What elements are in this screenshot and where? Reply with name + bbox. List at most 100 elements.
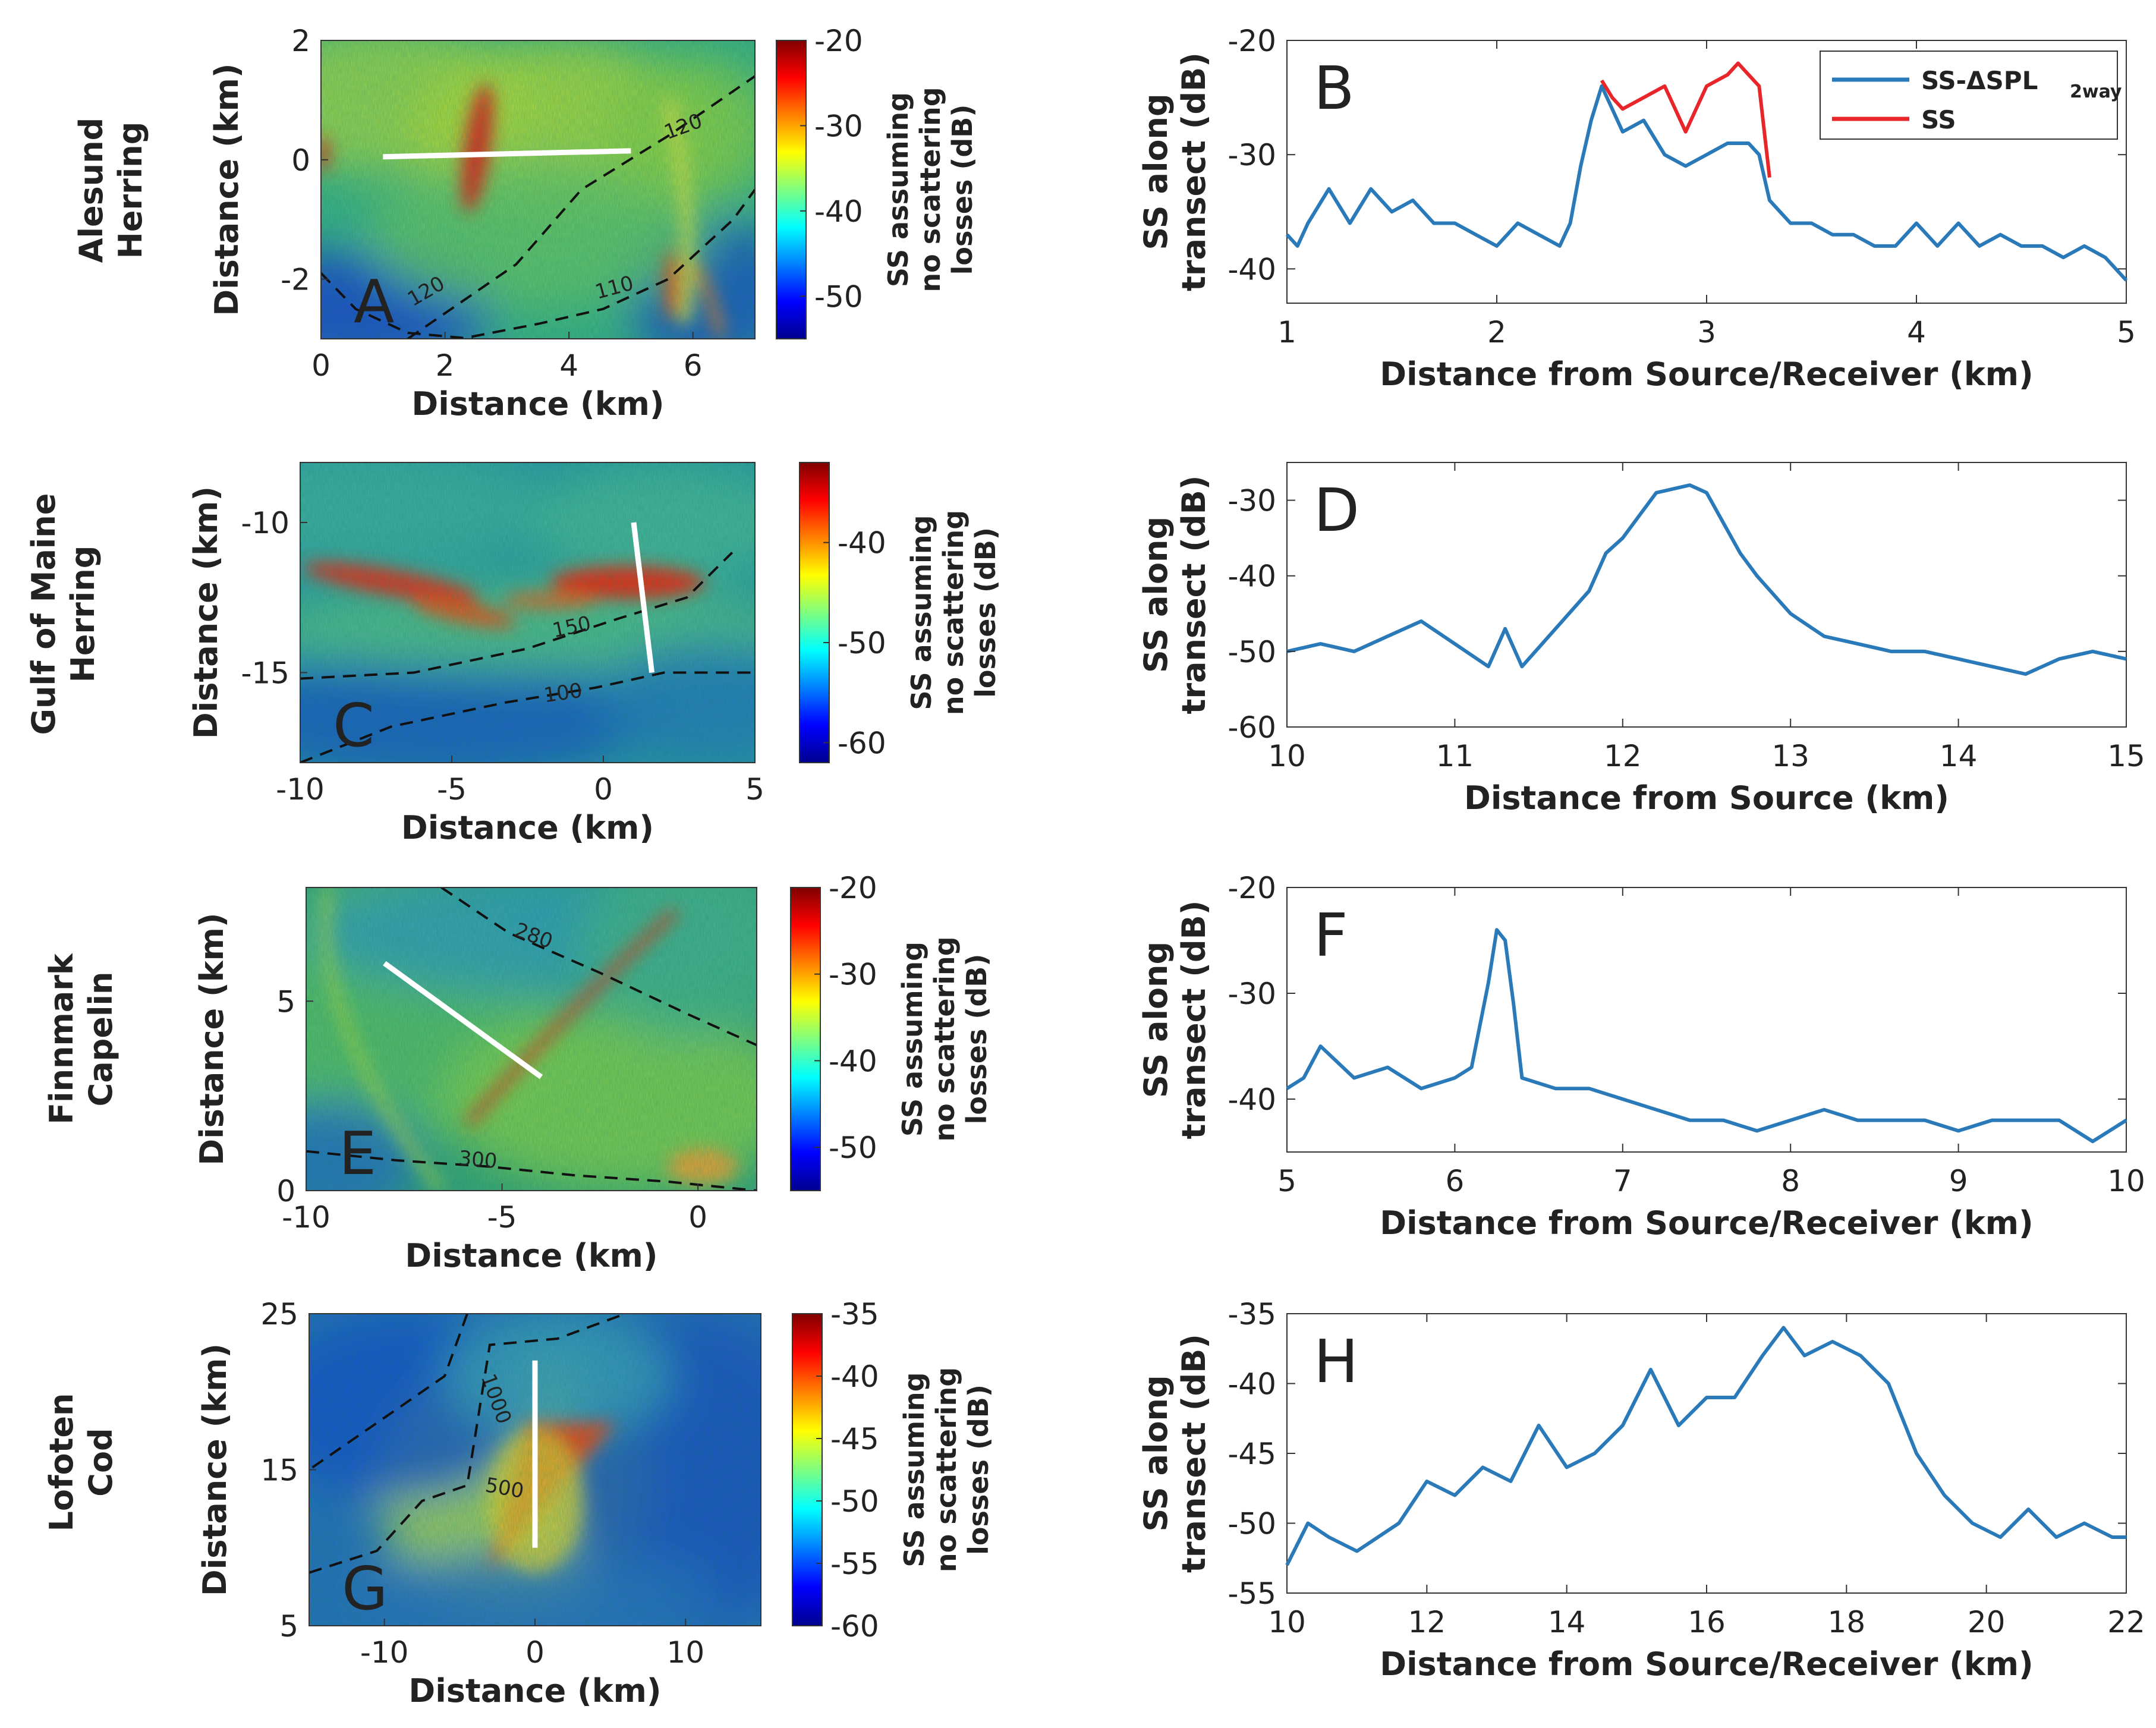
x-tick-label: 15 — [2107, 739, 2145, 773]
colorbar-label-line: no scattering — [929, 936, 961, 1141]
y-tick-label: -2 — [281, 263, 310, 297]
y-tick-label: 5 — [279, 1609, 298, 1644]
x-tick-label: 12 — [1408, 1605, 1446, 1639]
depth-contour — [321, 272, 473, 339]
x-tick-label: -10 — [282, 1200, 331, 1235]
series-line-0 — [1286, 483, 2127, 676]
colorbar-label-E: SS assuming no scattering losses (dB) — [896, 936, 993, 1141]
map-frame-A — [320, 40, 756, 339]
colorbar-label-line: no scattering — [937, 510, 970, 715]
x-tick-label: 2 — [436, 348, 455, 383]
y-tick-label: -60 — [1227, 710, 1276, 745]
colorbar-tick-label: -50 — [838, 626, 886, 660]
row-label-line: Herring — [112, 122, 149, 259]
x-tick-label: 10 — [667, 1635, 705, 1670]
x-tick-label: -10 — [360, 1635, 409, 1670]
y-tick-label: -20 — [1227, 24, 1276, 58]
plot-frame — [1286, 1313, 2127, 1594]
plot-frame — [1286, 887, 2127, 1153]
map-image-E — [306, 887, 757, 1191]
x-tick-label: 18 — [1828, 1605, 1866, 1639]
x-axis-label: Distance from Source (km) — [1464, 779, 1949, 817]
transect-line-A — [383, 148, 631, 160]
y-axis-label-line: SS along — [1137, 93, 1175, 250]
y-tick-label: -15 — [241, 656, 289, 691]
y-tick-label: -40 — [1227, 559, 1276, 594]
y-axis-label-line: transect (dB) — [1175, 52, 1213, 291]
x-axis-label: Distance (km) — [411, 385, 664, 423]
row-label-line: Herring — [64, 546, 102, 683]
x-tick-label: 1 — [1277, 315, 1296, 350]
y-axis-label: SS along transect (dB) — [1137, 901, 1213, 1140]
y-axis-label: SS along transect (dB) — [1137, 52, 1213, 291]
colorbar-tick-label: -30 — [814, 109, 863, 143]
colorbar-C — [799, 462, 830, 763]
colorbar-tick-label: -30 — [829, 958, 877, 992]
y-axis-label: SS along transect (dB) — [1137, 1334, 1213, 1573]
legend-subscript: 2way — [2070, 81, 2122, 102]
panel-letter-E: E — [339, 1119, 376, 1188]
x-axis-label: Distance (km) — [408, 1672, 661, 1710]
contour-label: 100 — [542, 679, 584, 708]
y-tick-label: -30 — [1227, 977, 1276, 1011]
line-chart-B: 1 2 3 4 5 -20 -30 -40 Distance from Source/Recei… — [1137, 24, 2136, 393]
x-tick-label: 7 — [1613, 1164, 1632, 1198]
y-axis-label-line: transect (dB) — [1175, 901, 1213, 1140]
x-tick-label: 5 — [745, 772, 764, 807]
x-tick-label: 10 — [2107, 1164, 2145, 1198]
colorbar-G — [792, 1313, 823, 1626]
x-tick-label: 4 — [1907, 315, 1926, 350]
y-axis-label-line: SS along — [1137, 1375, 1175, 1531]
y-tick-label: -45 — [1227, 1437, 1276, 1471]
x-tick-label: 16 — [1688, 1605, 1726, 1639]
row-label-line: Finnmark — [43, 953, 80, 1125]
y-tick-label: 2 — [291, 24, 310, 58]
contour-label: 300 — [458, 1146, 498, 1173]
series-line-1 — [1600, 61, 1771, 178]
map-frame-E — [306, 887, 757, 1191]
y-axis-label-line: transect (dB) — [1175, 1334, 1213, 1573]
colorbar-E — [790, 887, 821, 1191]
colorbar-label-A: SS assuming no scattering losses (dB) — [882, 87, 978, 292]
panel-letter-F: F — [1314, 901, 1348, 970]
colorbar-tick-label: -45 — [830, 1422, 879, 1456]
colorbar-label-line: no scattering — [914, 87, 946, 292]
colorbar-label-line: losses (dB) — [962, 1384, 994, 1555]
x-tick-label: -5 — [437, 772, 467, 807]
line-chart-H: 10 12 14 16 18 20 22 -35 -40 -45 -50 -55 Distance fr… — [1137, 1297, 2145, 1683]
y-tick-label: 0 — [291, 143, 310, 178]
series-line-0 — [1286, 928, 2127, 1144]
depth-contour — [309, 1314, 626, 1574]
x-tick-label: 14 — [1548, 1605, 1586, 1639]
map-texture — [321, 40, 755, 339]
y-tick-label: -30 — [1227, 484, 1276, 518]
x-tick-label: 4 — [559, 348, 578, 383]
x-tick-label: 20 — [1968, 1605, 2006, 1639]
x-axis-label: Distance from Source/Receiver (km) — [1380, 1645, 2033, 1683]
depth-contour — [454, 188, 755, 339]
depth-contour — [300, 552, 734, 680]
y-axis-label: Distance (km) — [187, 486, 225, 739]
colorbar-A — [776, 40, 807, 339]
colorbar-label-G: SS assuming no scattering losses (dB) — [898, 1367, 994, 1572]
x-tick-label: 0 — [525, 1635, 544, 1670]
colorbar-tick-label: -50 — [814, 279, 863, 314]
y-tick-label: -40 — [1227, 1367, 1276, 1402]
line-chart-D: 10 11 12 13 14 15 -30 -40 -50 -60 Distance from So… — [1137, 462, 2145, 817]
transect-line-E — [383, 961, 543, 1079]
row-label-line: Capelin — [82, 972, 119, 1107]
y-tick-label: -50 — [1227, 635, 1276, 669]
colorbar-label-line: SS assuming — [905, 515, 937, 710]
x-axis-label: Distance (km) — [405, 1237, 657, 1274]
x-tick-label: 10 — [1268, 739, 1306, 773]
series-line-0 — [1285, 84, 2128, 282]
row-label-2: Gulf of Maine Herring — [25, 493, 102, 735]
colorbar-label-line: SS assuming — [882, 92, 914, 287]
x-tick-label: 3 — [1697, 315, 1716, 350]
map-texture — [300, 462, 755, 763]
x-tick-label: 2 — [1487, 315, 1506, 350]
map-frame-C — [300, 462, 756, 763]
series-line-0 — [1285, 1326, 2126, 1566]
